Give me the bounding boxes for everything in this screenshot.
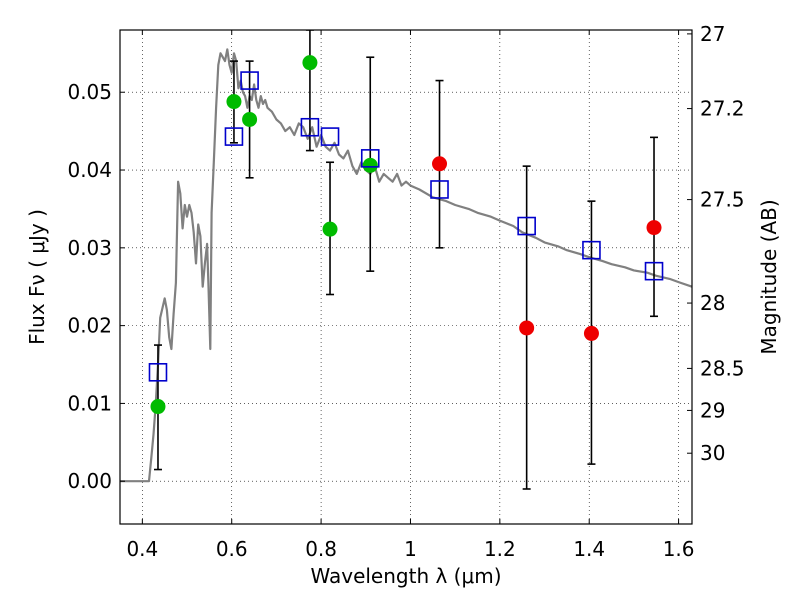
- y2-tick-label: 27.2: [700, 97, 745, 121]
- red-data-point: [646, 220, 662, 236]
- axis-ticks: 0.4 0.6 0.8 1 1.2 1.4 1.6 0.00 0.01 0.02 0.03 0.04 0…: [67, 22, 744, 561]
- x-tick-label: 1: [404, 537, 417, 561]
- x-tick-label: 0.8: [305, 537, 337, 561]
- x-tick-label: 0.4: [126, 537, 158, 561]
- green-data-point: [242, 111, 258, 127]
- y-tick-label: 0.00: [67, 469, 112, 493]
- green-data-point: [302, 55, 318, 71]
- y-tick-label: 0.04: [67, 158, 112, 182]
- y2-tick-label: 30: [700, 441, 725, 465]
- model-square-marker: [240, 71, 259, 90]
- red-data-point: [583, 325, 599, 341]
- green-data-point: [150, 399, 166, 415]
- model-square-marker: [582, 240, 601, 260]
- sed-curve: [120, 48, 692, 483]
- model-square-marker: [430, 180, 449, 199]
- y2-tick-label: 27: [700, 22, 725, 46]
- model-square-marker: [224, 127, 244, 146]
- model-square-marker: [644, 261, 664, 281]
- y2-axis-label: Magnitude (AB): [757, 199, 781, 354]
- y-tick-label: 0.05: [67, 80, 112, 104]
- x-tick-label: 1.4: [573, 537, 605, 561]
- x-tick-label: 0.6: [216, 537, 248, 561]
- y-axis-label: Flux Fν ( μJy ): [25, 209, 49, 345]
- y2-tick-label: 28.5: [700, 356, 745, 380]
- green-data-point: [226, 94, 242, 110]
- green-data-point: [362, 157, 378, 173]
- y2-tick-label: 28: [700, 291, 725, 315]
- x-axis-label: Wavelength λ (μm): [310, 564, 501, 588]
- plot-frame: [119, 29, 693, 525]
- plot-area: [120, 30, 692, 490]
- y-tick-label: 0.03: [67, 236, 112, 260]
- model-square-marker: [320, 127, 340, 146]
- y-tick-label: 0.02: [67, 314, 112, 338]
- y2-tick-label: 29: [700, 398, 725, 422]
- model-square-marker: [300, 117, 320, 137]
- model-square-marker: [517, 216, 536, 236]
- red-data-point: [432, 156, 448, 172]
- model-square-marker: [148, 362, 168, 382]
- green-data-point: [322, 221, 338, 237]
- model-square-marker: [360, 149, 380, 168]
- y2-tick-label: 27.5: [700, 188, 745, 212]
- x-tick-label: 1.2: [484, 537, 516, 561]
- red-data-point: [519, 320, 535, 336]
- y-tick-label: 0.01: [67, 391, 112, 415]
- x-tick-label: 1.6: [663, 537, 695, 561]
- grid: [120, 30, 692, 524]
